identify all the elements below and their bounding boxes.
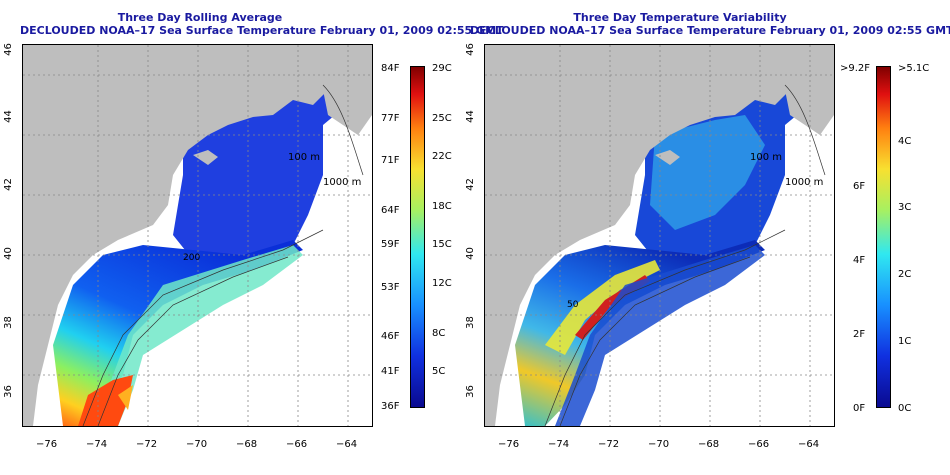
left-lon-66: −66 bbox=[286, 439, 308, 450]
avg-f-71: 71F bbox=[381, 155, 400, 166]
avg-c-15: 15C bbox=[432, 239, 452, 250]
right-lat-38: 38 bbox=[464, 316, 476, 329]
var-c-1: 1C bbox=[898, 336, 912, 347]
avg-f-84: 84F bbox=[381, 63, 400, 74]
avg-c-22: 22C bbox=[432, 151, 452, 162]
var-f-6: 6F bbox=[853, 181, 866, 192]
var-f-4: 4F bbox=[853, 255, 866, 266]
right-lat-36: 36 bbox=[464, 385, 476, 398]
var-f-9: >9.2F bbox=[840, 63, 871, 74]
right-lon-64: −64 bbox=[798, 439, 820, 450]
right-map: 1000 m 100 m 50 bbox=[484, 44, 835, 427]
avg-c-25: 25C bbox=[432, 113, 452, 124]
left-title: Three Day Rolling Average DECLOUDED NOAA… bbox=[20, 11, 504, 37]
avg-f-41: 41F bbox=[381, 366, 400, 377]
var-c-0: 0C bbox=[898, 403, 912, 414]
avg-f-36: 36F bbox=[381, 401, 400, 412]
left-lat-42: 42 bbox=[2, 178, 14, 191]
left-lon-64: −64 bbox=[336, 439, 358, 450]
right-lat-42: 42 bbox=[464, 178, 476, 191]
right-title-line2: DECLOUDED NOAA–17 Sea Surface Temperatur… bbox=[470, 24, 950, 37]
left-map: 1000 m 100 m 200 bbox=[22, 44, 373, 427]
sst-slope bbox=[93, 245, 303, 426]
right-lon-66: −66 bbox=[748, 439, 770, 450]
avg-c-18: 18C bbox=[432, 201, 452, 212]
var-c-5: >5.1C bbox=[898, 63, 930, 74]
avg-c-5: 5C bbox=[432, 366, 446, 377]
avg-c-12: 12C bbox=[432, 278, 452, 289]
var-c-2: 2C bbox=[898, 269, 912, 280]
var-f-0: 0F bbox=[853, 403, 866, 414]
right-lat-40: 40 bbox=[464, 247, 476, 260]
left-lon-68: −68 bbox=[236, 439, 258, 450]
avg-f-59: 59F bbox=[381, 239, 400, 250]
contour-label-100: 100 m bbox=[288, 152, 320, 163]
avg-f-64: 64F bbox=[381, 205, 400, 216]
left-lon-74: −74 bbox=[86, 439, 108, 450]
right-lon-76: −76 bbox=[498, 439, 520, 450]
left-lon-72: −72 bbox=[136, 439, 158, 450]
right-lat-46: 46 bbox=[464, 43, 476, 56]
land-cape-cod bbox=[193, 150, 218, 165]
var-gulf-detail bbox=[650, 115, 765, 230]
left-lat-38: 38 bbox=[2, 316, 14, 329]
land bbox=[485, 45, 834, 426]
land bbox=[23, 45, 372, 426]
sst-warm-patch bbox=[118, 385, 133, 410]
var-slope-blue bbox=[555, 245, 765, 426]
contour-label-100-r: 100 m bbox=[750, 152, 782, 163]
avg-c-29: 29C bbox=[432, 63, 452, 74]
left-title-line1: Three Day Rolling Average bbox=[117, 11, 283, 24]
land-cape-cod bbox=[655, 150, 680, 165]
avg-c-8: 8C bbox=[432, 328, 446, 339]
var-c-4: 4C bbox=[898, 136, 912, 147]
left-lat-44: 44 bbox=[2, 110, 14, 123]
land-nova-scotia bbox=[323, 60, 372, 135]
right-lat-44: 44 bbox=[464, 110, 476, 123]
right-lon-68: −68 bbox=[698, 439, 720, 450]
right-lon-74: −74 bbox=[548, 439, 570, 450]
avg-f-46: 46F bbox=[381, 331, 400, 342]
land-nova-scotia bbox=[785, 60, 834, 135]
var-colorbar bbox=[876, 66, 891, 408]
var-c-3: 3C bbox=[898, 202, 912, 213]
contour-label-200: 200 bbox=[183, 253, 200, 263]
left-lon-76: −76 bbox=[36, 439, 58, 450]
left-title-line2: DECLOUDED NOAA–17 Sea Surface Temperatur… bbox=[20, 24, 504, 37]
left-lon-70: −70 bbox=[186, 439, 208, 450]
right-lon-72: −72 bbox=[598, 439, 620, 450]
var-f-2: 2F bbox=[853, 329, 866, 340]
contour-label-1000-r: 1000 m bbox=[785, 177, 823, 188]
right-title: Three Day Temperature Variability DECLOU… bbox=[470, 11, 950, 37]
sst-warm-gulfstream bbox=[78, 375, 133, 426]
avg-f-77: 77F bbox=[381, 113, 400, 124]
left-lat-36: 36 bbox=[2, 385, 14, 398]
left-lat-40: 40 bbox=[2, 247, 14, 260]
avg-colorbar bbox=[410, 66, 425, 408]
left-lat-46: 46 bbox=[2, 43, 14, 56]
right-lon-70: −70 bbox=[648, 439, 670, 450]
avg-f-53: 53F bbox=[381, 282, 400, 293]
contour-label-1000: 1000 m bbox=[323, 177, 361, 188]
contour-label-50-r: 50 bbox=[567, 300, 579, 310]
right-title-line1: Three Day Temperature Variability bbox=[573, 11, 787, 24]
